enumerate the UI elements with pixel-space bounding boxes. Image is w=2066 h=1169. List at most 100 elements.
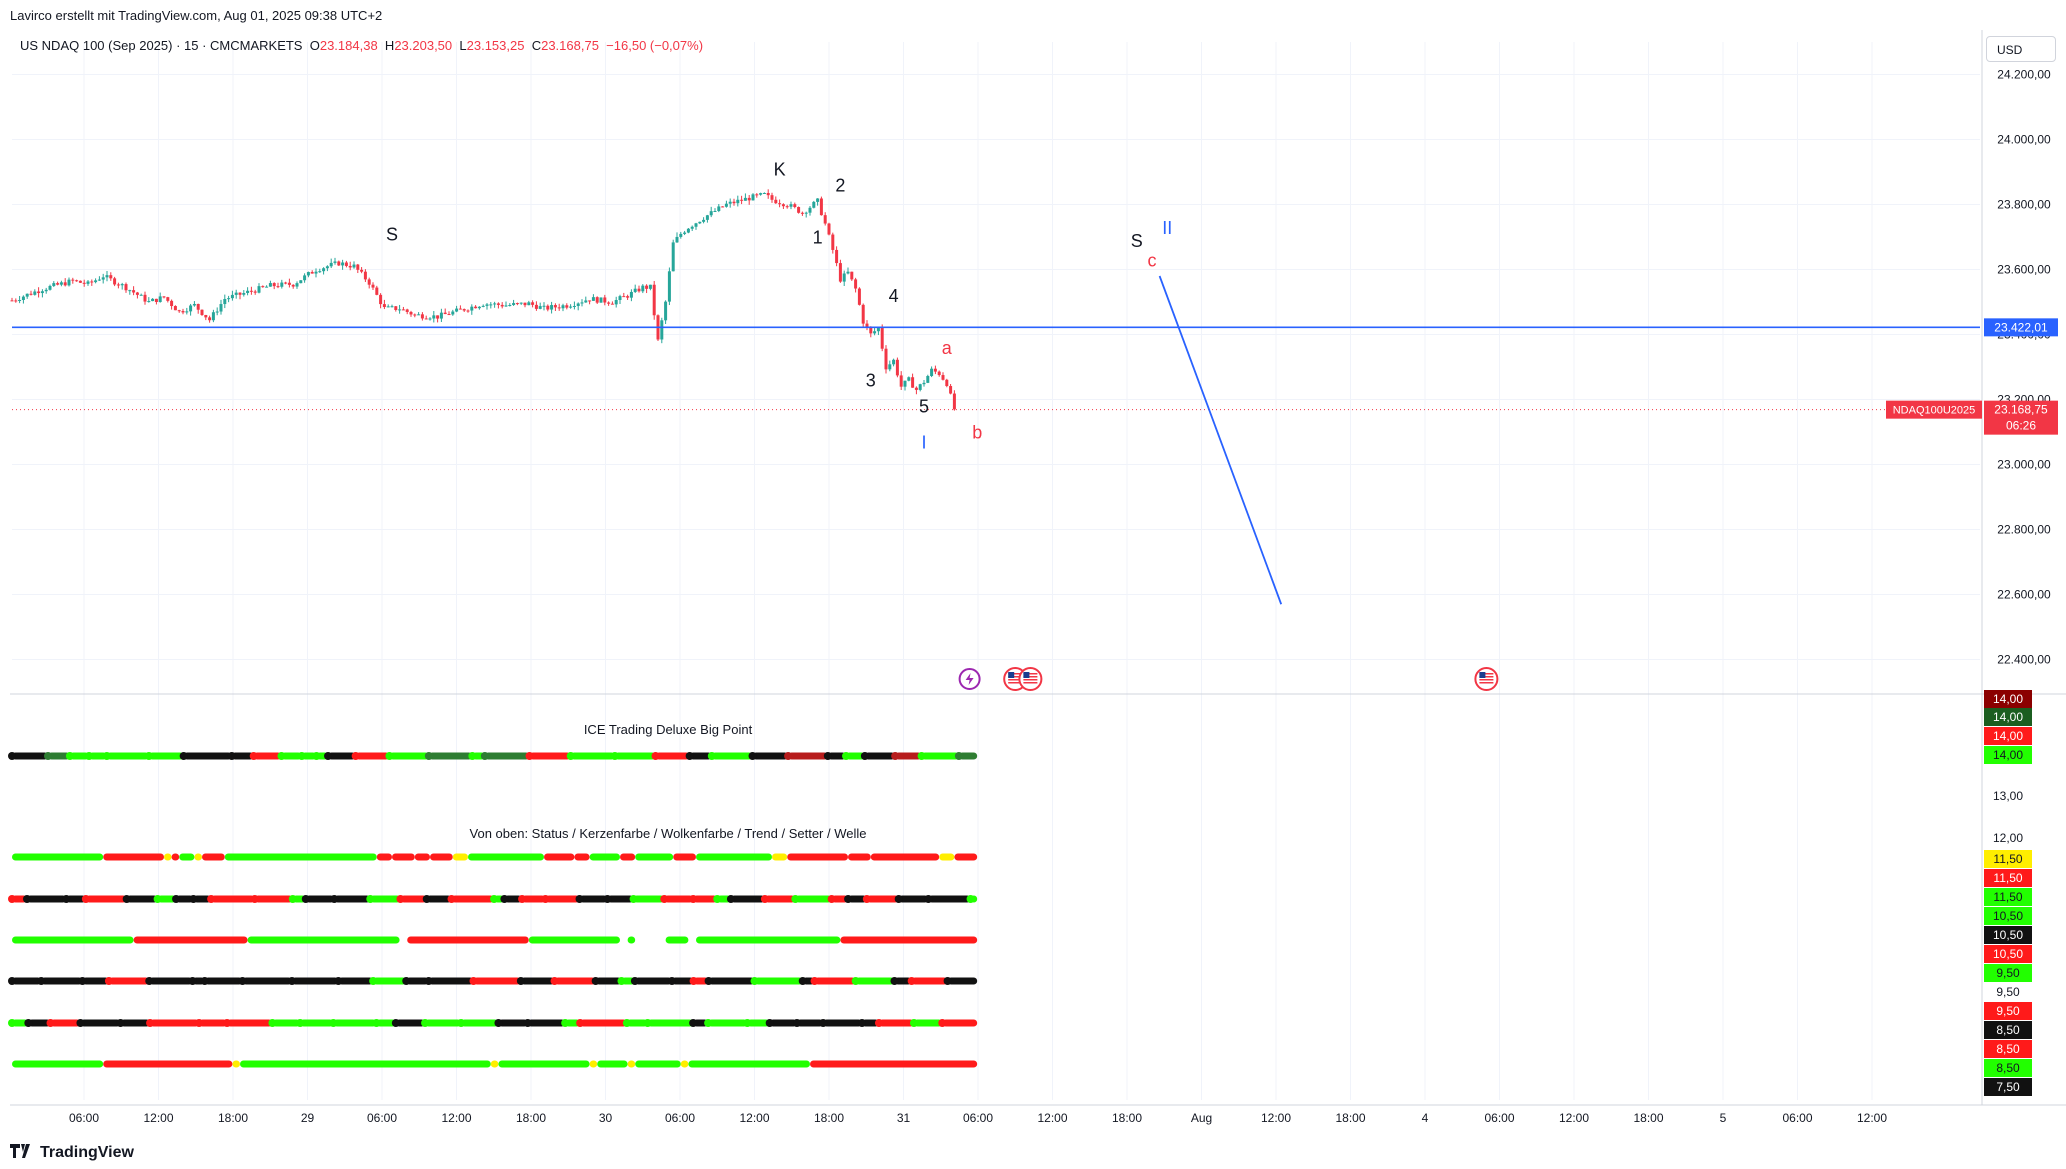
- indicator-axis-label: 10,50: [1993, 928, 2023, 942]
- status-row-segment: [242, 977, 292, 985]
- status-row-segment-dot: [689, 895, 698, 903]
- candle-body: [341, 262, 345, 266]
- open-value: 23.184,38: [319, 38, 378, 53]
- status-row-segment: [12, 1060, 104, 1068]
- status-row-segment-dot: [851, 977, 860, 985]
- bigpoint-segment: [711, 752, 753, 760]
- bigpoint-segment-dot: [179, 752, 188, 760]
- price-axis-label: 23.600,00: [1997, 263, 2051, 277]
- candle-body: [238, 292, 242, 295]
- candle-body: [401, 309, 405, 311]
- close-value: 23.168,75: [541, 38, 599, 53]
- status-row-segment-dot: [938, 1019, 947, 1027]
- candle-body: [33, 291, 37, 295]
- candle-body: [766, 192, 770, 196]
- wave-label: a: [942, 338, 953, 358]
- candle-body: [219, 304, 223, 312]
- status-row-segment-dot: [689, 977, 698, 985]
- candle-body: [485, 304, 489, 306]
- candle-body: [770, 195, 774, 200]
- status-row-segment-dot: [857, 1019, 866, 1027]
- candle-body: [204, 315, 208, 318]
- status-row-segment-dot: [760, 895, 769, 903]
- status-row-segment-dot: [402, 977, 411, 985]
- bigpoint-segment-dot: [43, 752, 52, 760]
- time-axis-label: 30: [599, 1111, 613, 1125]
- status-row-segment: [635, 853, 674, 861]
- candle-body: [424, 318, 428, 320]
- status-row-segment: [27, 895, 67, 903]
- candle-body: [329, 262, 333, 267]
- status-row-segment: [870, 853, 940, 861]
- bigpoint-segment-dot: [842, 752, 851, 760]
- candle-body: [515, 303, 519, 305]
- candle-body: [629, 291, 633, 298]
- candle-body: [610, 303, 614, 305]
- status-row-segment: [693, 895, 718, 903]
- bigpoint-segment-dot: [707, 752, 716, 760]
- status-row-segment: [696, 853, 772, 861]
- wave-label: 1: [813, 228, 823, 248]
- bigpoint-segment-dot: [385, 752, 394, 760]
- status-row-segment: [627, 936, 636, 944]
- candle-body: [439, 312, 443, 319]
- time-axis-label: 18:00: [1112, 1111, 1142, 1125]
- status-row-segment: [406, 977, 429, 985]
- status-row-segment: [898, 895, 929, 903]
- status-row-segment-dot: [603, 895, 612, 903]
- indicator-axis-badge: [1984, 690, 2032, 708]
- candle-body: [139, 294, 143, 296]
- status-row-segment: [473, 977, 521, 985]
- candle-body: [694, 223, 698, 227]
- candle-body: [325, 266, 329, 269]
- candle-body: [918, 384, 922, 390]
- indicator-axis-label: 14,00: [1993, 692, 2023, 706]
- candle-body: [705, 215, 709, 220]
- candle-body: [177, 310, 181, 312]
- flag-stripe: [1008, 679, 1023, 681]
- flag-stripe: [1023, 679, 1038, 681]
- status-row-segment: [108, 977, 150, 985]
- candle-body: [128, 290, 132, 292]
- time-axis-label: 06:00: [665, 1111, 695, 1125]
- status-row-segment-dot: [791, 895, 800, 903]
- currency-button[interactable]: USD: [1986, 36, 2056, 62]
- status-row-segment: [150, 1019, 200, 1027]
- symbol-name[interactable]: US NDAQ 100 (Sep 2025) · 15 · CMCMARKETS: [20, 38, 303, 53]
- indicator-axis-label: 9,50: [1996, 985, 2020, 999]
- status-row-segment: [544, 853, 575, 861]
- status-row-segment: [452, 853, 468, 861]
- flag-stripe: [1479, 682, 1494, 684]
- time-axis-label: 12:00: [1261, 1111, 1291, 1125]
- status-row-segment: [50, 1019, 81, 1027]
- status-row-segment-dot: [622, 1019, 631, 1027]
- indicator-axis-label: 14,00: [1993, 748, 2023, 762]
- bigpoint-segment-dot: [277, 752, 286, 760]
- status-row-segment-dot: [518, 895, 527, 903]
- bigpoint-segment: [428, 752, 473, 760]
- candle-body: [660, 320, 664, 340]
- status-row-segment: [193, 895, 212, 903]
- candle-body: [546, 305, 550, 310]
- candle-body: [538, 306, 542, 309]
- candle-body: [348, 265, 352, 268]
- status-row-segment-dot: [667, 977, 676, 985]
- candle-body: [831, 234, 835, 250]
- candle-body: [926, 376, 930, 383]
- status-row-segment: [103, 853, 164, 861]
- indicator-axis-badge: [1984, 850, 2032, 868]
- candle-body: [812, 201, 816, 208]
- bigpoint-segment-dot: [566, 752, 575, 760]
- time-axis-label: 06:00: [69, 1111, 99, 1125]
- bigpoint-segment-dot: [102, 752, 111, 760]
- status-row-segment: [414, 853, 430, 861]
- candle-body: [458, 308, 462, 310]
- high-value: 23.203,50: [394, 38, 453, 53]
- candle-body: [432, 315, 436, 319]
- candle-body: [626, 296, 630, 298]
- status-row-segment: [426, 895, 452, 903]
- status-row-segment: [12, 853, 104, 861]
- status-row-segment: [597, 1060, 628, 1068]
- status-row-segment: [12, 1019, 29, 1027]
